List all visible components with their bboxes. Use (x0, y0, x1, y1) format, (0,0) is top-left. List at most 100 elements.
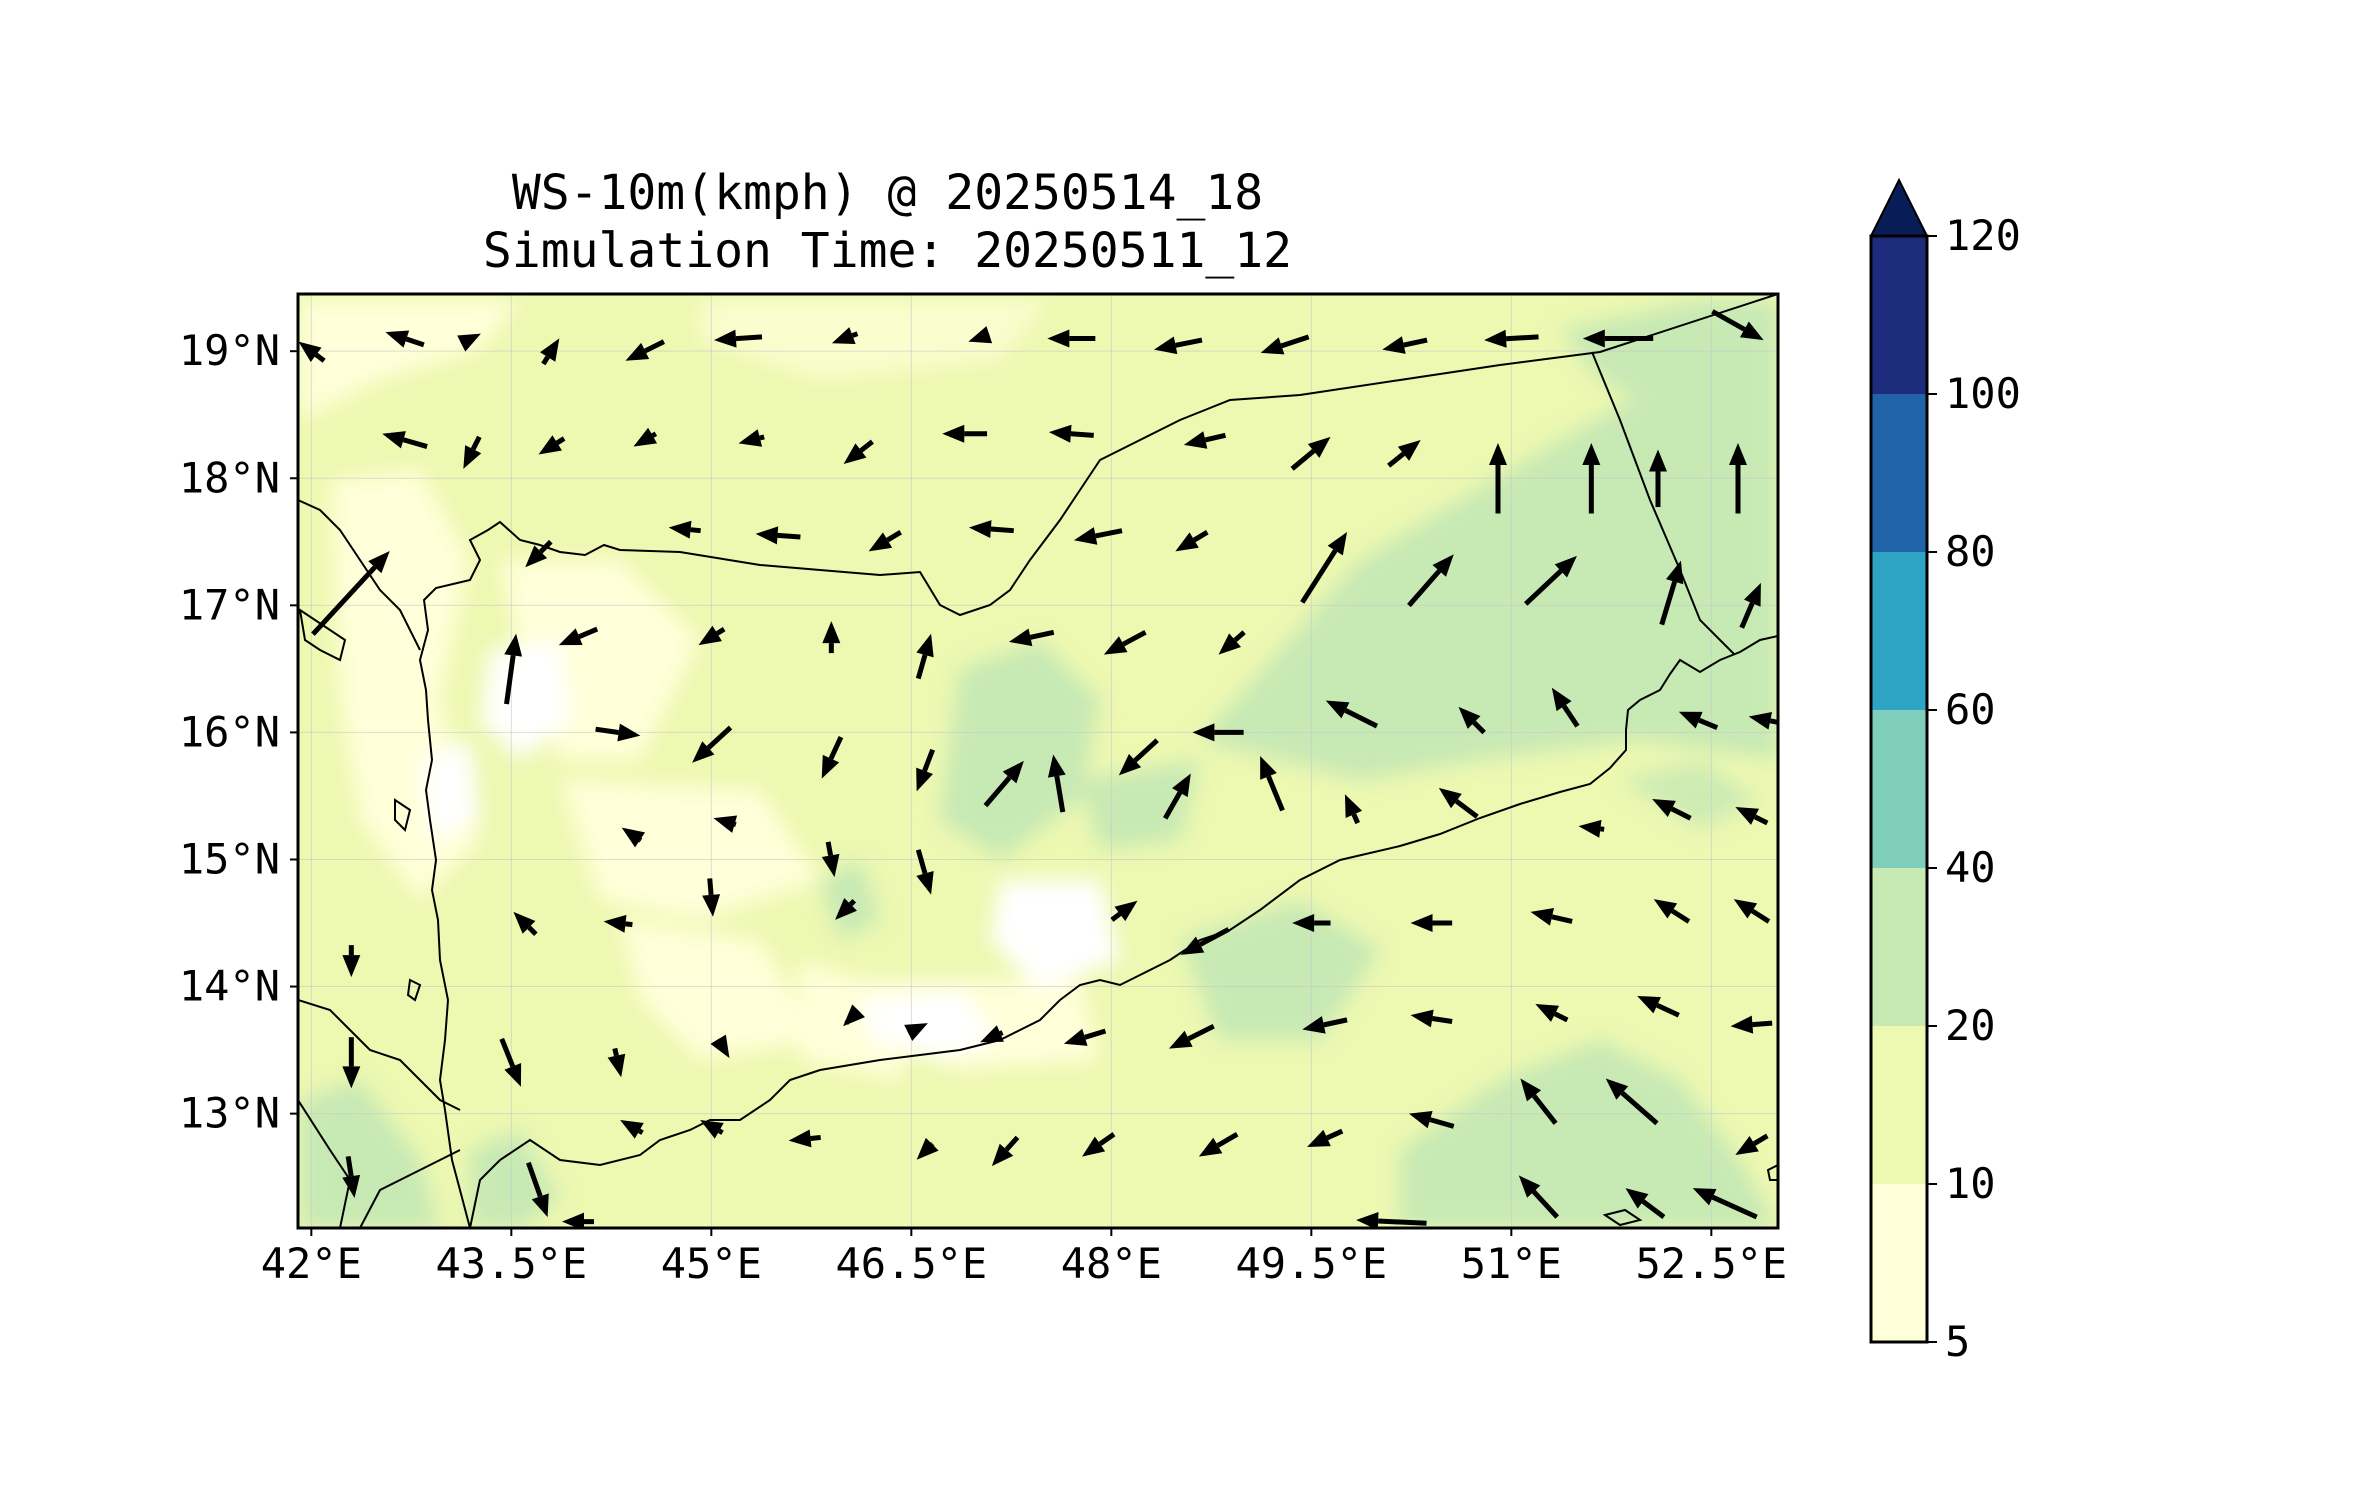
colorbar: 5 10 20 40 60 80 100 120 (1869, 177, 2021, 1366)
wind-vector (1582, 329, 1654, 348)
wind-vector (1551, 687, 1580, 728)
wind-vector (1410, 1009, 1453, 1028)
wind-vector (843, 1004, 865, 1027)
wind-vector (385, 330, 425, 348)
wind-vector (1530, 908, 1573, 926)
wind-vector (1711, 309, 1764, 341)
colorbar-label: 20 (1945, 1001, 1996, 1050)
wind-vector (457, 333, 481, 352)
wind-vector (916, 748, 936, 792)
wind-vector (504, 633, 523, 705)
wind-vector (1344, 794, 1363, 825)
wind-vector (513, 911, 538, 936)
wind-vector (342, 1037, 361, 1089)
y-tick-label: 17°N (179, 580, 280, 629)
wind-vector (1325, 700, 1379, 729)
wind-vector (843, 439, 874, 465)
wind-vector (1735, 1133, 1769, 1156)
wind-vector (916, 1137, 939, 1160)
wind-vector (463, 435, 482, 469)
wind-vector (1300, 532, 1348, 604)
y-tick-label: 13°N (179, 1089, 280, 1138)
map-subtitle: Simulation Time: 20250511_12 (482, 223, 1293, 279)
wind-vector (1407, 554, 1454, 608)
wind-vector (633, 427, 658, 447)
wind-vector (1260, 756, 1285, 812)
wind-vector (1183, 431, 1227, 449)
wind-vector (1518, 1175, 1560, 1219)
x-tick-label: 51°E (1461, 1239, 1562, 1288)
wind-vector (621, 827, 646, 848)
wind-vector (692, 725, 733, 763)
wind-vector (788, 1129, 821, 1148)
wind-vector (1110, 900, 1138, 922)
wind-vector (499, 1037, 522, 1087)
wind-vector (1292, 914, 1331, 933)
wind-vector (1382, 336, 1428, 354)
island-dahlak (394, 798, 412, 832)
wind-vector (620, 1119, 644, 1139)
wind-vector (1653, 899, 1691, 924)
wind-vector (738, 429, 765, 447)
x-axis: 42°E 43.5°E 45°E 46.5°E 48°E 49.5°E 51°E 52.5°E (261, 1228, 1787, 1288)
wind-vector (625, 339, 665, 361)
wind-vector (868, 530, 902, 552)
y-tick-label: 19°N (179, 326, 280, 375)
wind-vector (1735, 807, 1769, 826)
wind-vector (904, 1023, 928, 1041)
coastline-djibouti (298, 1099, 352, 1228)
colorbar-extend-arrow (1869, 177, 1929, 237)
wind-vector (311, 551, 390, 636)
wind-vector (1356, 1212, 1427, 1228)
wind-vector (831, 327, 859, 344)
wind-vector (1074, 527, 1123, 545)
colorbar-label: 5 (1945, 1317, 1970, 1366)
y-tick-label: 15°N (179, 834, 280, 883)
wind-vector (915, 633, 934, 680)
colorbar-segment (1871, 236, 1927, 394)
colorbar-frame (1869, 234, 1929, 1344)
wind-vector (700, 1119, 724, 1139)
border-africa-interior (359, 1149, 461, 1228)
x-tick-label: 46.5°E (835, 1239, 987, 1288)
colorbar-label: 60 (1945, 685, 1996, 734)
coastline-africa-west (298, 499, 421, 651)
wind-vector (526, 1161, 549, 1218)
wind-vector (968, 520, 1014, 539)
wind-vector (915, 849, 934, 895)
island-coastal (1602, 1208, 1643, 1227)
wind-vector (991, 1135, 1020, 1167)
wind-vector (968, 326, 993, 344)
wind-vector (755, 526, 801, 545)
wind-vector (1535, 1003, 1569, 1023)
wind-vector (1659, 560, 1684, 626)
wind-vector (698, 625, 726, 646)
colorbar-segment (1871, 1184, 1927, 1342)
wind-vector (822, 621, 841, 654)
y-tick-label: 16°N (179, 707, 280, 756)
y-axis: 19°N 18°N 17°N 16°N 15°N 14°N 13°N (179, 326, 298, 1138)
wind-vector (714, 329, 763, 348)
border-yemen-oman (1591, 351, 1735, 655)
island-hanish (406, 978, 422, 1002)
y-tick-label: 18°N (179, 453, 280, 502)
wind-vector (595, 723, 641, 742)
x-tick-label: 45°E (661, 1239, 762, 1288)
wind-vector (1678, 711, 1719, 731)
wind-vector (1180, 927, 1230, 955)
wind-vector (1748, 711, 1778, 730)
x-tick-label: 52.5°E (1635, 1239, 1787, 1288)
wind-vector (1458, 706, 1486, 735)
wind-vector (1103, 630, 1147, 655)
wind-vector (540, 338, 560, 366)
wind-vector (835, 897, 857, 920)
wind-vector (1605, 1078, 1659, 1126)
colorbar-segment (1871, 710, 1927, 868)
wind-vector (668, 520, 701, 539)
map-frame (296, 292, 1780, 1230)
wind-vector (1484, 329, 1539, 348)
wind-vector (1649, 449, 1667, 508)
wind-vector (983, 760, 1024, 808)
colorbar-label: 40 (1945, 843, 1996, 892)
